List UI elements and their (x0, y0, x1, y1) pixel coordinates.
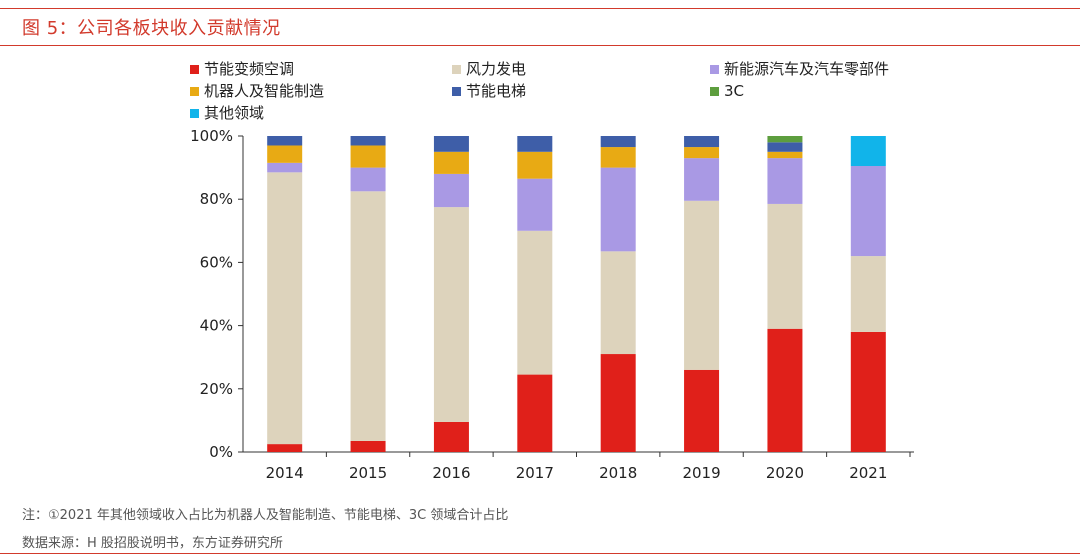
legend-swatch (710, 86, 719, 96)
bar-segment (517, 178, 553, 231)
x-tick-label: 2017 (516, 464, 554, 482)
bottom-divider (0, 553, 1080, 554)
legend-swatch (190, 64, 199, 74)
bar-segment (767, 203, 803, 329)
legend-label: 风力发电 (466, 60, 527, 78)
bar-segment (433, 136, 469, 152)
bar-segment (850, 256, 886, 332)
y-tick-label: 0% (209, 443, 233, 461)
legend-swatch (190, 86, 199, 96)
y-tick-label: 60% (200, 253, 233, 271)
bar-segment (350, 440, 386, 452)
bar-segment (517, 151, 553, 179)
bar-segment (433, 151, 469, 174)
bar-segment (267, 136, 303, 146)
bar-segment (433, 421, 469, 452)
bar-segment (684, 200, 720, 370)
data-source: 数据来源：H 股招股说明书，东方证券研究所 (22, 536, 283, 551)
legend-label: 新能源汽车及汽车零部件 (724, 60, 890, 78)
bar-segment (517, 230, 553, 375)
bar-segment (267, 145, 303, 163)
legend-label: 机器人及智能制造 (204, 82, 325, 100)
y-tick-label: 40% (200, 317, 233, 335)
bar-segment (350, 136, 386, 146)
bar-segment (350, 167, 386, 192)
bar-segment (433, 173, 469, 208)
bar-segment (517, 136, 553, 152)
legend-swatch (452, 86, 461, 96)
legend-swatch (710, 64, 719, 74)
legend-item-wind-power: 风力发电 (452, 58, 526, 80)
x-tick-label: 2020 (766, 464, 804, 482)
chart-legend: 节能变频空调 风力发电 新能源汽车及汽车零部件 机器人及智能制造 节能电梯 3C… (190, 58, 990, 128)
legend-swatch (452, 64, 461, 74)
bar-segment (850, 136, 886, 167)
footnote: 注：①2021 年其他领域收入占比为机器人及智能制造、节能电梯、3C 领域合计占… (22, 508, 509, 523)
figure-title: 图 5：公司各板块收入贡献情况 (22, 18, 281, 39)
bar-segment (684, 136, 720, 148)
bar-segment (350, 191, 386, 441)
bar-segment (600, 136, 636, 148)
bar-segment (850, 166, 886, 257)
x-tick-label: 2015 (349, 464, 387, 482)
legend-item-energy-ac: 节能变频空调 (190, 58, 294, 80)
legend-item-3c: 3C (710, 80, 744, 102)
legend-label: 其他领域 (204, 104, 265, 122)
bar-segment (350, 145, 386, 168)
title-divider (0, 45, 1080, 46)
bar-segment (767, 328, 803, 452)
bar-segment (767, 151, 803, 159)
bar-segment (433, 207, 469, 422)
legend-item-other: 其他领域 (190, 102, 264, 124)
y-tick-label: 100% (190, 127, 233, 145)
x-tick-label: 2014 (266, 464, 304, 482)
bar-segment (600, 251, 636, 355)
bar-segment (767, 142, 803, 152)
legend-label: 节能变频空调 (204, 60, 295, 78)
bar-segment (600, 147, 636, 168)
bar-segment (684, 158, 720, 201)
legend-item-robotics: 机器人及智能制造 (190, 80, 324, 102)
top-divider (0, 8, 1080, 9)
bar-segment (767, 158, 803, 204)
legend-swatch (190, 108, 199, 118)
bar-segment (517, 374, 553, 452)
bar-segment (684, 147, 720, 159)
bar-segment (267, 172, 303, 445)
bar-segment (267, 162, 303, 173)
bar-segment (767, 136, 803, 143)
bar-segment (600, 354, 636, 452)
legend-label: 节能电梯 (466, 82, 527, 100)
bar-segment (850, 331, 886, 452)
bar-segment (267, 444, 303, 452)
legend-item-nev-parts: 新能源汽车及汽车零部件 (710, 58, 889, 80)
y-tick-label: 20% (200, 380, 233, 398)
bar-segment (600, 167, 636, 252)
x-tick-label: 2016 (432, 464, 470, 482)
legend-label: 3C (724, 82, 745, 100)
x-tick-label: 2018 (599, 464, 637, 482)
x-tick-label: 2019 (682, 464, 720, 482)
x-tick-label: 2021 (849, 464, 887, 482)
y-tick-label: 80% (200, 190, 233, 208)
bar-segment (684, 369, 720, 452)
legend-item-elevator: 节能电梯 (452, 80, 526, 102)
